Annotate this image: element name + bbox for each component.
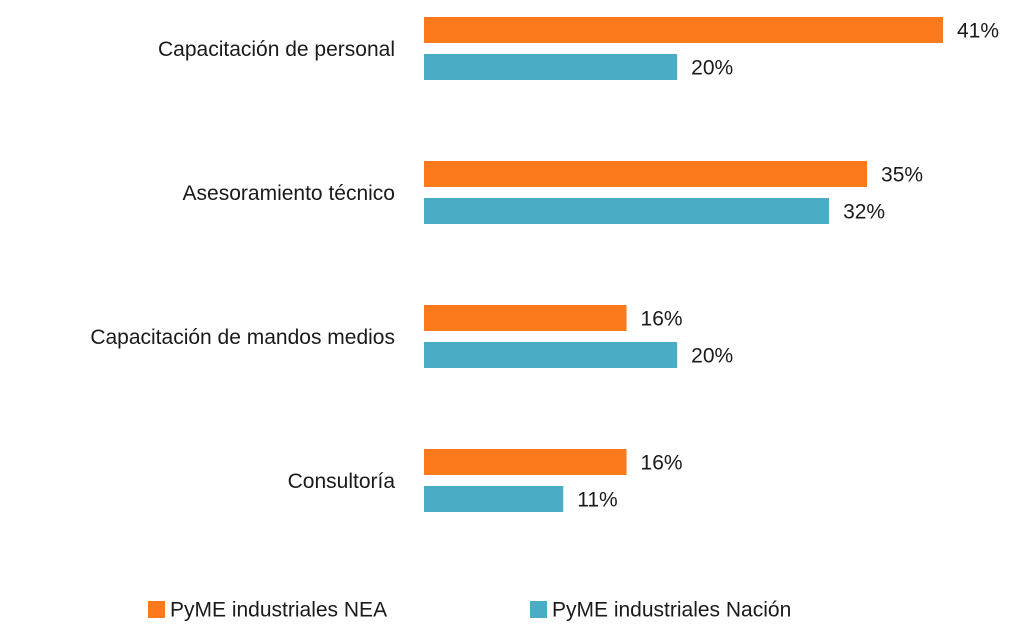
value-label: 16%: [641, 308, 683, 331]
bar: [424, 449, 627, 475]
value-label: 20%: [691, 345, 733, 368]
bar: [424, 342, 678, 368]
legend-swatch: [530, 601, 547, 618]
legend-label: PyME industriales Nación: [552, 599, 791, 622]
bar: [424, 305, 627, 331]
value-label: 35%: [881, 164, 923, 187]
bar: [424, 161, 868, 187]
value-label: 32%: [843, 201, 885, 224]
bar: [424, 486, 564, 512]
value-label: 11%: [577, 489, 617, 512]
value-label: 41%: [957, 20, 999, 43]
value-label: 20%: [691, 57, 733, 80]
legend-label: PyME industriales NEA: [170, 599, 387, 622]
bar: [424, 17, 943, 43]
bar: [424, 54, 678, 80]
category-label: Capacitación de personal: [158, 38, 395, 61]
bar: [424, 198, 830, 224]
legend-swatch: [148, 601, 165, 618]
value-label: 16%: [641, 452, 683, 475]
category-label: Consultoría: [288, 470, 396, 493]
category-label: Capacitación de mandos medios: [90, 326, 395, 349]
category-label: Asesoramiento técnico: [183, 182, 395, 205]
